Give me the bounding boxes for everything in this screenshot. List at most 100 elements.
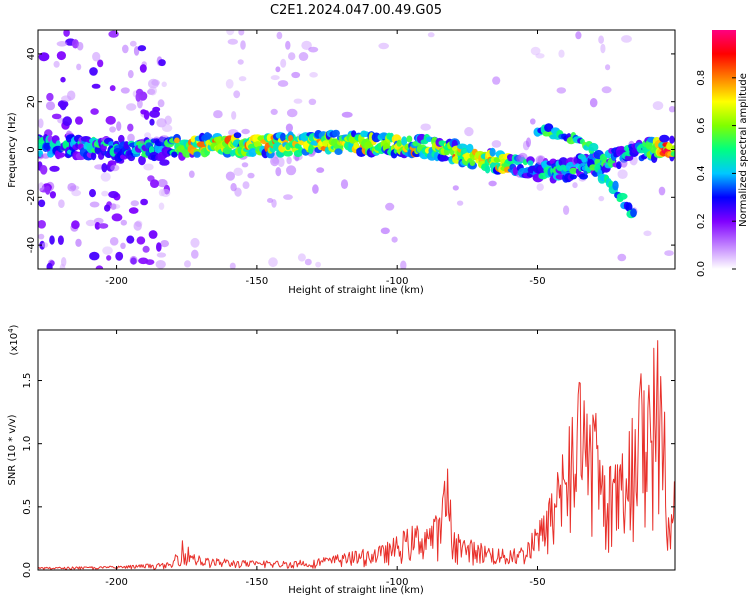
spectrogram-cell <box>283 150 293 157</box>
spectrogram-cell <box>598 195 605 202</box>
spectrogram-cell <box>612 180 619 191</box>
spectrogram-cell <box>148 230 158 239</box>
spectrogram-cell <box>238 76 247 82</box>
spectrogram-x-tick-label: -150 <box>246 276 269 287</box>
spectrogram-cell <box>213 110 223 119</box>
spectrogram-cell <box>38 199 46 208</box>
spectrogram-cell <box>133 221 142 231</box>
spectrogram-cell <box>75 116 83 125</box>
colorbar-label: Normalized spectral amplitude <box>738 73 749 227</box>
snr-frame <box>37 329 676 571</box>
spectrogram-y-tick-label: 40 <box>26 48 37 61</box>
spectrogram-cell <box>225 171 235 181</box>
spectrogram-cell <box>401 136 408 146</box>
spectrogram-cell <box>605 64 611 71</box>
spectrogram-cell <box>51 113 62 120</box>
spectrogram-cell <box>231 111 237 120</box>
snr-x-ticks: -200 -150 -100 -50 <box>105 330 546 588</box>
spectrogram-cell <box>464 127 474 137</box>
spectrogram-cell <box>174 137 180 144</box>
spectrogram-cell <box>128 207 139 214</box>
spectrogram-cell <box>659 134 670 143</box>
spectrogram-cell <box>563 205 570 215</box>
snr-background <box>38 330 675 570</box>
spectrogram-cell <box>90 151 97 161</box>
spectrogram-cell <box>304 258 312 266</box>
spectrogram-cell <box>353 142 360 150</box>
spectrogram-cell <box>184 260 191 268</box>
spectrogram-cell <box>156 252 167 258</box>
spectrogram-cell <box>49 235 55 245</box>
spectrogram-cell <box>301 40 312 51</box>
spectrogram-x-tick-label: -100 <box>386 276 409 287</box>
spectrogram-cell <box>38 52 50 62</box>
spectrogram-cell <box>664 250 674 256</box>
spectrogram-cell <box>652 101 664 111</box>
snr-y-label: SNR (10 * v/v) <box>7 414 18 485</box>
spectrogram-cell <box>59 263 66 269</box>
spectrogram-cell <box>120 87 130 94</box>
spectrogram-cell <box>466 143 474 154</box>
spectrogram-cell <box>161 81 167 88</box>
spectrogram-cell <box>248 148 257 157</box>
spectrogram-cell <box>159 159 170 166</box>
spectrogram-cell <box>144 132 152 139</box>
spectrogram-cell <box>233 90 241 99</box>
spectrogram-cell <box>396 139 402 147</box>
snr-y-tick-label: 1.0 <box>22 436 33 452</box>
spectrogram-cell <box>61 95 72 102</box>
spectrogram-cell <box>105 115 116 125</box>
snr-x-label: Height of straight line (km) <box>288 585 424 596</box>
spectrogram-cell <box>332 129 340 137</box>
spectrogram-cell <box>140 198 149 206</box>
spectrogram-cell <box>291 71 301 79</box>
spectrogram-cell <box>288 52 296 61</box>
spectrogram-cell <box>241 128 250 135</box>
spectrogram-y-tick-label: -20 <box>26 189 37 205</box>
spectrogram-cell <box>293 98 303 104</box>
colorbar-ticks: 0.0 0.2 0.4 0.6 0.8 <box>696 70 736 277</box>
spectrogram-cell <box>190 237 200 248</box>
spectrogram-cell <box>45 101 56 111</box>
spectrogram-cell <box>111 213 123 222</box>
spectrogram-cell <box>286 165 297 176</box>
spectrogram-cell <box>420 123 432 131</box>
spectrogram-cell <box>427 32 435 38</box>
spectrogram-cell <box>270 108 278 115</box>
colorbar-tick-label: 0.2 <box>696 213 707 229</box>
spectrogram-cell <box>241 162 249 168</box>
spectrogram-cell <box>135 92 141 102</box>
spectrogram-cell <box>46 92 54 102</box>
spectrogram-cell <box>530 118 536 125</box>
spectrogram-cell <box>76 63 82 71</box>
snr-y-tick-label: 0.5 <box>22 499 33 515</box>
spectrogram-cell <box>491 140 502 148</box>
spectrogram-cell <box>308 46 319 53</box>
spectrogram-cell <box>391 236 398 243</box>
spectrogram-cell <box>230 183 237 192</box>
spectrogram-cell <box>668 106 675 113</box>
spectrogram-cell <box>536 183 544 191</box>
snr-x-tick-label: -150 <box>246 577 269 588</box>
spectrogram-cell <box>530 46 541 56</box>
spectrogram-cell <box>60 76 66 83</box>
spectrogram-cell <box>129 255 138 265</box>
spectrogram-cell <box>171 151 178 158</box>
spectrogram-cell <box>109 126 116 133</box>
colorbar-tick-label: 0.6 <box>696 118 707 134</box>
spectrogram-cell <box>104 204 111 212</box>
spectrogram-cell <box>101 163 108 173</box>
spectrogram-cell <box>275 66 281 73</box>
spectrogram-cell <box>71 189 82 197</box>
spectrogram-cell <box>95 265 104 269</box>
spectrogram-cell <box>469 159 476 166</box>
spectrogram-cell <box>85 219 96 227</box>
spectrogram-cell <box>600 43 606 54</box>
spectrogram-cell <box>130 200 139 207</box>
spectrogram-cell <box>579 173 588 180</box>
snr-x-tick-label: -200 <box>105 577 128 588</box>
spectrogram-cell <box>89 251 100 261</box>
spectrogram-cell <box>569 174 578 180</box>
spectrogram-cell <box>160 240 170 248</box>
spectrogram-cell <box>92 51 101 62</box>
